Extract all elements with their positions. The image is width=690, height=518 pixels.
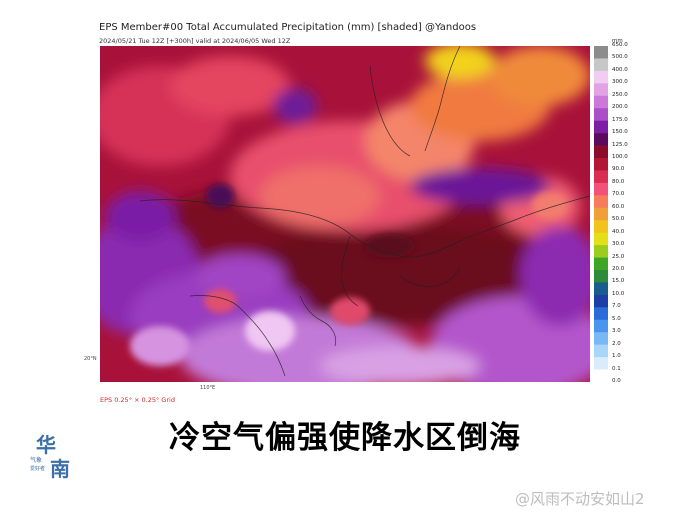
- logo: 华 南 气象 爱好者: [30, 433, 70, 481]
- legend-swatch: [594, 357, 608, 370]
- legend-swatch: [594, 108, 608, 121]
- legend-swatch: [594, 83, 608, 97]
- legend-level: 400.0: [612, 66, 628, 73]
- precip-detail: [130, 184, 568, 366]
- legend-swatch: [594, 133, 608, 146]
- map-title: EPS Member#00 Total Accumulated Precipit…: [99, 22, 477, 33]
- legend-swatch: [594, 307, 608, 321]
- legend-level: 30.0: [612, 241, 625, 248]
- legend-swatch: [594, 257, 608, 271]
- legend-level: 80.0: [612, 178, 625, 185]
- legend-swatch: [594, 120, 608, 134]
- legend-level: 0.1: [612, 365, 621, 372]
- legend-level: 150.0: [612, 129, 628, 136]
- legend-swatch: [594, 46, 608, 59]
- precipitation-map: [100, 46, 590, 382]
- legend-level: 20.0: [612, 266, 625, 272]
- legend-swatch: [594, 182, 608, 196]
- legend-swatch: [594, 282, 608, 296]
- logo-main-1: 华: [36, 433, 56, 457]
- grid-label: EPS 0.25° × 0.25° Grid: [100, 396, 175, 404]
- legend-level: 15.0: [612, 278, 625, 285]
- legend-swatch: [594, 294, 608, 308]
- legend-level: 5.0: [612, 315, 621, 322]
- legend-level: 125.0: [612, 141, 628, 148]
- legend-swatch: [594, 145, 608, 159]
- legend-level: 90.0: [612, 166, 625, 173]
- legend-swatch: [594, 58, 608, 72]
- legend-level: 100.0: [612, 154, 628, 160]
- map-subtitle: 2024/05/21 Tue 12Z [+300h] valid at 2024…: [99, 37, 291, 45]
- legend-swatch: [594, 332, 608, 345]
- legend-swatch: [594, 70, 608, 84]
- latitude-label: 20°N: [84, 356, 97, 362]
- legend-swatch: [594, 220, 608, 233]
- legend-level: 200.0: [612, 104, 628, 111]
- legend-level: 1.0: [612, 353, 621, 360]
- legend-level: 70.0: [612, 191, 625, 198]
- legend-swatch: [594, 170, 608, 184]
- legend-level: 650.0: [612, 42, 628, 48]
- logo-sub1: 气象: [30, 456, 42, 464]
- legend-level: 250.0: [612, 91, 628, 98]
- coastlines: [139, 46, 590, 377]
- legend-level: 60.0: [612, 203, 625, 210]
- longitude-label: 110°E: [200, 385, 216, 391]
- legend-colorbar: [594, 46, 608, 382]
- watermark: @风雨不动安如山2: [515, 490, 645, 508]
- legend-level: 25.0: [612, 253, 625, 260]
- legend-level: 7.0: [612, 303, 621, 310]
- legend-swatch: [594, 232, 608, 246]
- legend-level: 3.0: [612, 328, 621, 335]
- legend-level: 300.0: [612, 79, 628, 86]
- headline: 冷空气偏强使降水区倒海: [169, 420, 521, 456]
- legend-level: 10.0: [612, 290, 625, 297]
- legend-unit: mm: [612, 38, 623, 44]
- legend-level: 0.0: [612, 378, 621, 384]
- logo-sub2: 爱好者: [30, 465, 45, 472]
- legend-level: 175.0: [612, 116, 628, 123]
- logo-main-2: 南: [50, 457, 70, 481]
- legend-swatch: [594, 195, 608, 209]
- legend-swatch: [594, 158, 608, 171]
- legend-swatch: [594, 95, 608, 109]
- legend-swatch: [594, 270, 608, 283]
- legend-level: 50.0: [612, 216, 625, 223]
- legend-level: 40.0: [612, 228, 625, 235]
- legend-swatch: [594, 319, 608, 333]
- legend-level: 2.0: [612, 340, 621, 347]
- legend-swatch: [594, 207, 608, 221]
- legend-level: 500.0: [612, 54, 628, 61]
- legend-swatch: [594, 369, 608, 382]
- legend-swatch: [594, 344, 608, 358]
- legend-swatch: [594, 245, 608, 258]
